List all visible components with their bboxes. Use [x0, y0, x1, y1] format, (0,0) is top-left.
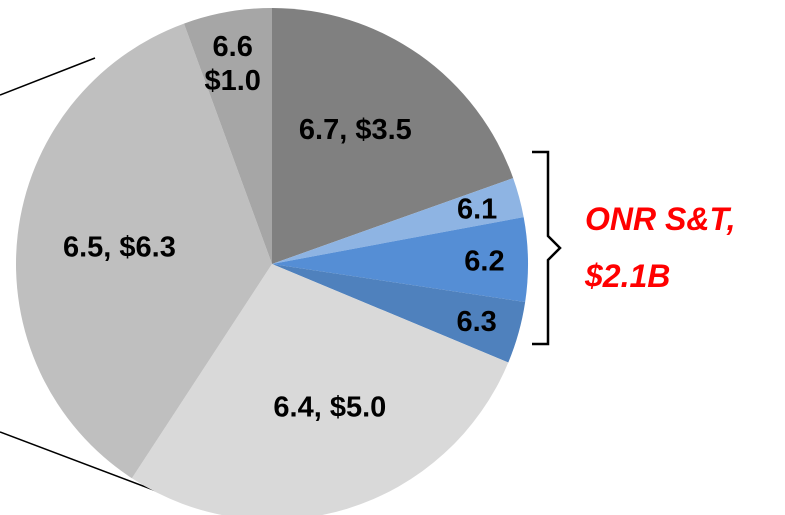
group-bracket	[532, 150, 562, 346]
pie-slice-6-2	[272, 217, 528, 303]
pie-slice-6-5	[16, 23, 273, 479]
pie-labels: 6.7, $3.5 6.1 6.2 6.3 6.4, $5.0 6.5, $6.3 6.6 $…	[63, 31, 505, 423]
slice-label-6-3: 6.3	[457, 306, 497, 338]
pie-slices	[16, 8, 528, 515]
slice-label-6-6: 6.6 $1.0	[204, 31, 260, 97]
slice-label-6-4: 6.4, $5.0	[273, 391, 386, 423]
pie-slice-6-7	[272, 8, 514, 264]
slice-label-6-7: 6.7, $3.5	[299, 114, 412, 146]
slice-label-6-2: 6.2	[464, 245, 504, 277]
callout-line1: ONR S&T,	[585, 201, 736, 237]
slice-label-6-5: 6.5, $6.3	[63, 232, 176, 264]
pie-slice-6-4	[131, 264, 509, 515]
pie-slice-6-1	[272, 178, 524, 264]
zoom-connector-top	[0, 57, 96, 96]
slice-label-6-1: 6.1	[457, 194, 497, 226]
pie-slice-6-6	[183, 8, 272, 264]
pie-slice-6-3	[272, 264, 526, 363]
callout-line2: $2.1B	[584, 258, 670, 294]
